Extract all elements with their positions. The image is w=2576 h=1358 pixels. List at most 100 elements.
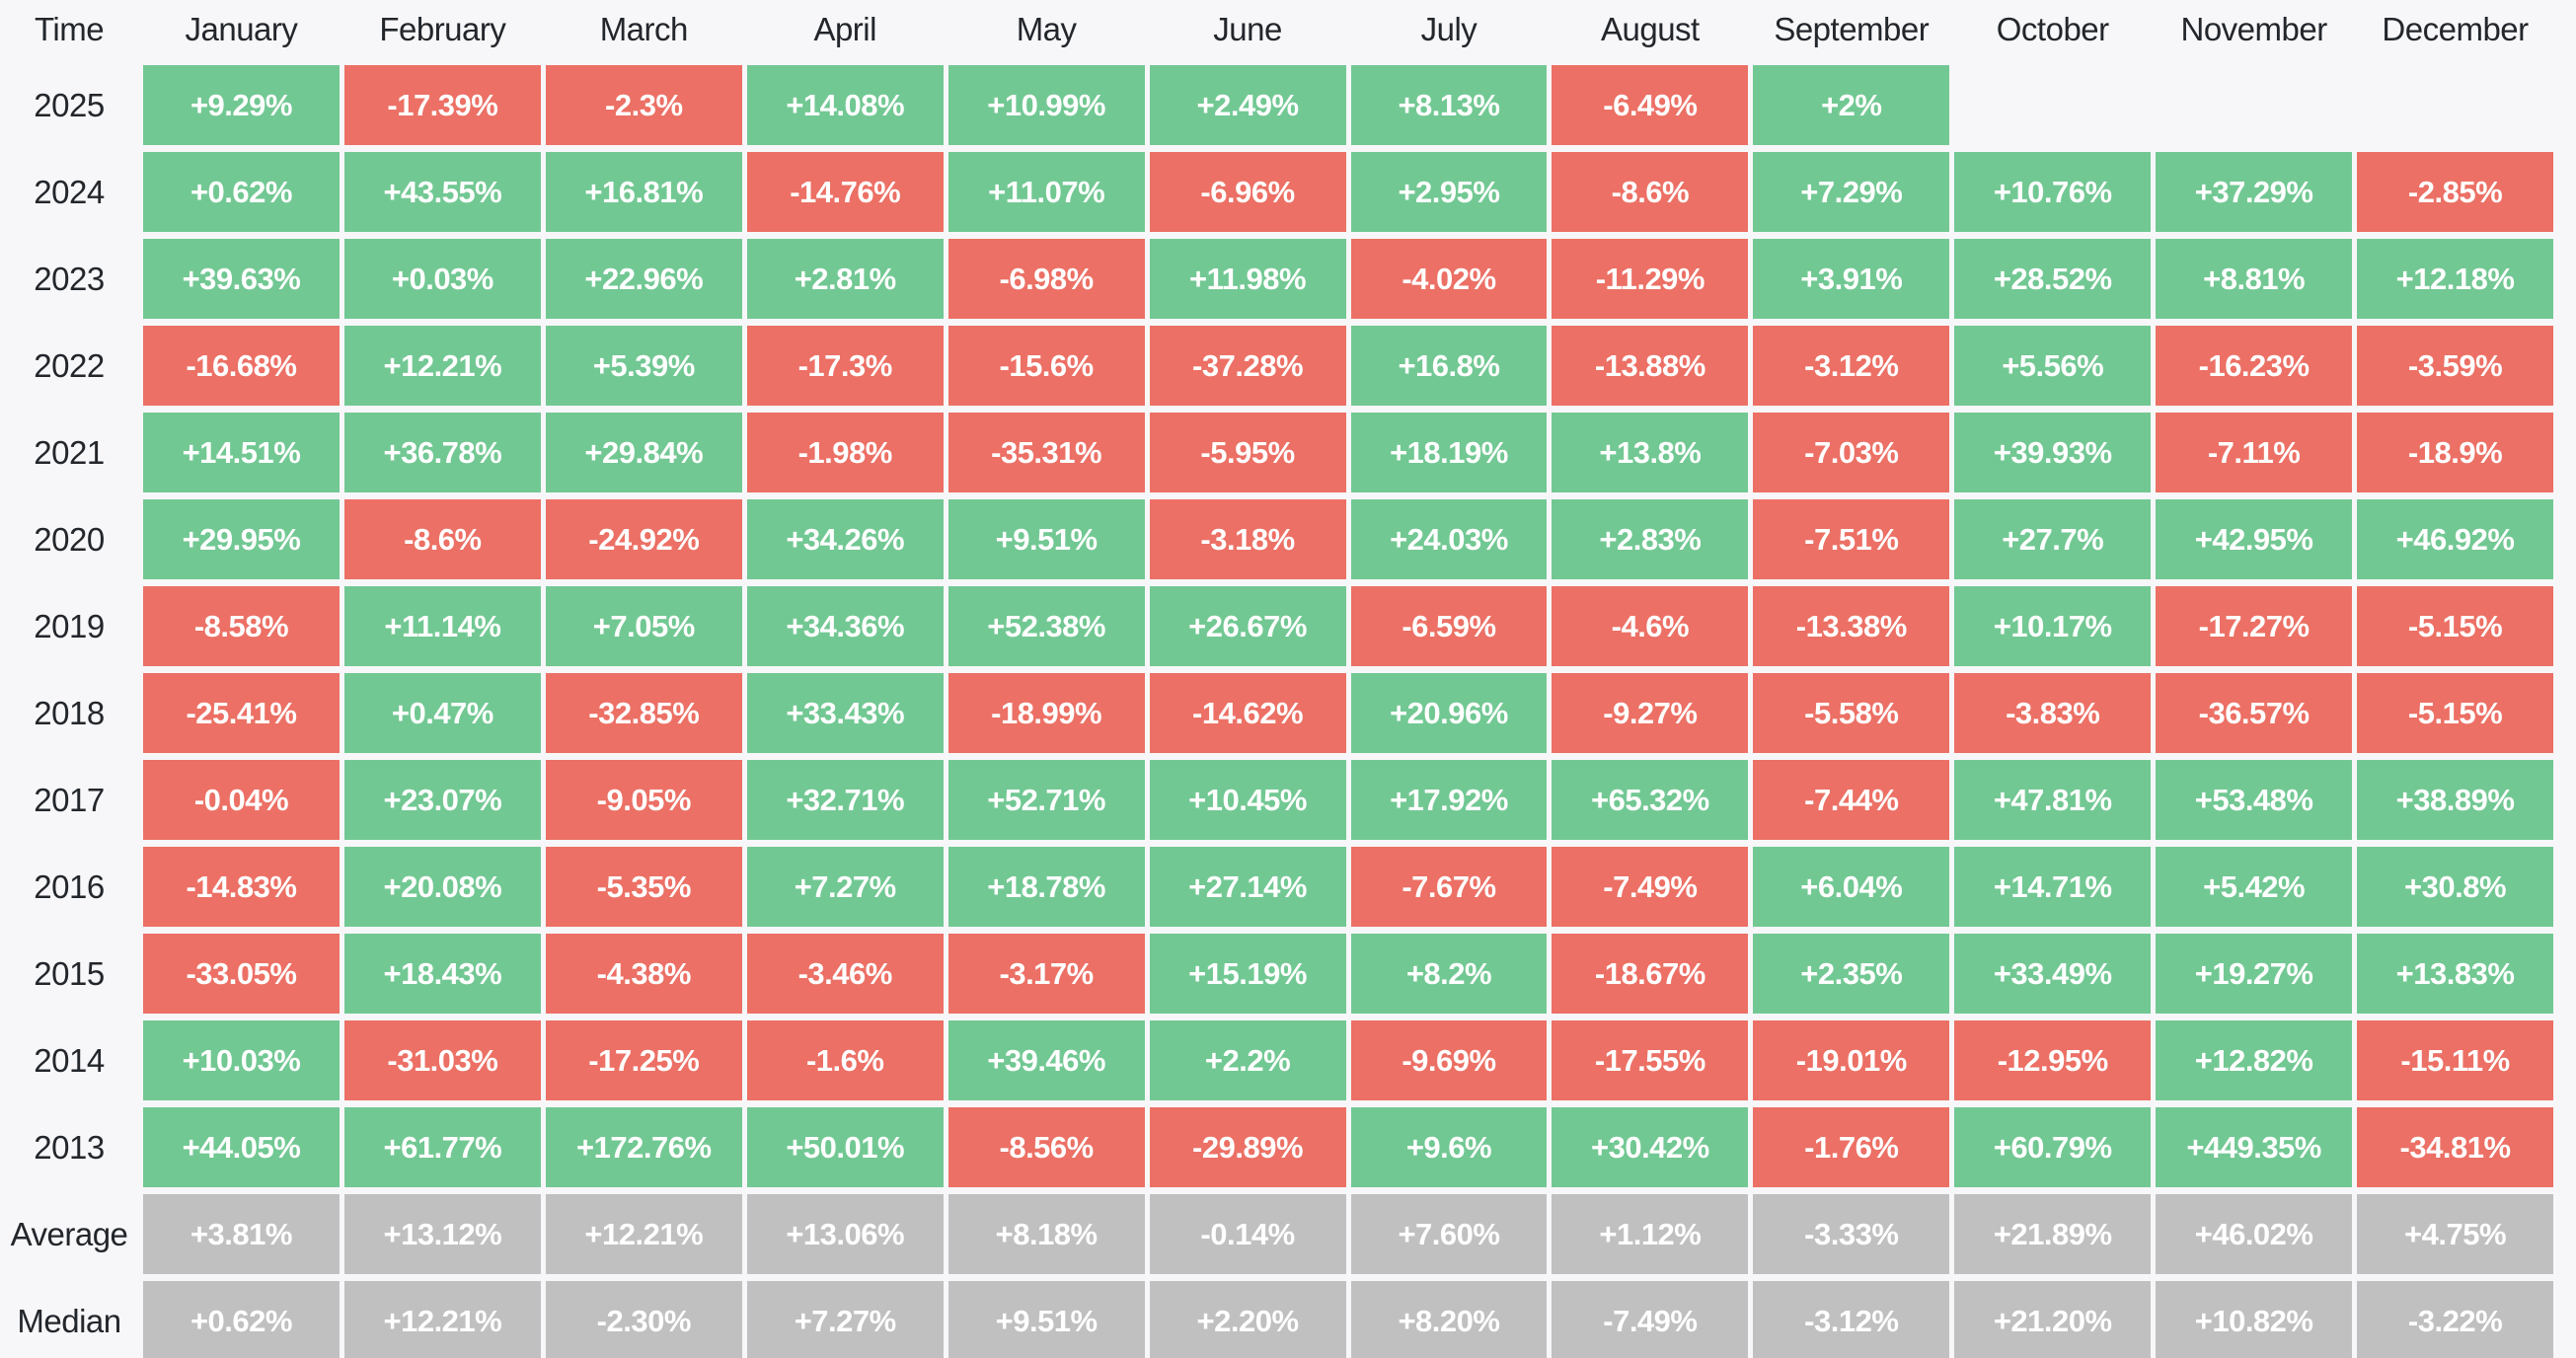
cell-2024-april: -14.76% [746, 152, 944, 232]
col-header-january: January [185, 10, 298, 47]
cell-2013-october: +60.79% [1954, 1107, 2152, 1187]
cell-2022-october: +5.56% [1954, 326, 2152, 406]
cell-2013-may: -8.56% [947, 1107, 1145, 1187]
cell-2023-june: +11.98% [1149, 239, 1346, 319]
cell-2017-june: +10.45% [1149, 760, 1346, 840]
cell-2014-august: -17.55% [1552, 1020, 1749, 1100]
cell-2013-december: -34.81% [2357, 1107, 2553, 1187]
cell-average-november: +46.02% [2156, 1194, 2353, 1274]
cell-average-june: -0.14% [1149, 1194, 1346, 1274]
col-header-december: December [2382, 10, 2529, 47]
cell-average-january: +3.81% [143, 1194, 340, 1274]
cell-2022-december: -3.59% [2357, 326, 2553, 406]
cell-2013-april: +50.01% [746, 1107, 944, 1187]
cell-2021-september: -7.03% [1753, 413, 1950, 492]
col-header-october: October [1996, 10, 2109, 47]
cell-2020-january: +29.95% [143, 499, 340, 579]
cell-2024-march: +16.81% [545, 152, 742, 232]
cell-2020-december: +46.92% [2357, 499, 2553, 579]
cell-average-august: +1.12% [1552, 1194, 1749, 1274]
cell-2025-january: +9.29% [143, 65, 340, 145]
cell-2018-june: -14.62% [1149, 673, 1346, 753]
cell-2018-october: -3.83% [1954, 673, 2152, 753]
cell-2020-march: -24.92% [545, 499, 742, 579]
cell-2016-october: +14.71% [1954, 847, 2152, 927]
col-header-june: June [1213, 10, 1282, 47]
row-label-average: Average [10, 1215, 128, 1252]
cell-2025-october-empty [1954, 65, 2151, 145]
row-label-2025: 2025 [34, 86, 105, 123]
cell-median-april: +7.27% [746, 1281, 944, 1358]
row-label-2021: 2021 [34, 433, 105, 471]
cell-median-january: +0.62% [143, 1281, 340, 1358]
cell-2017-september: -7.44% [1753, 760, 1950, 840]
cell-2013-july: +9.6% [1350, 1107, 1548, 1187]
cell-2021-march: +29.84% [545, 413, 742, 492]
cell-2017-january: -0.04% [143, 760, 340, 840]
cell-2016-june: +27.14% [1149, 847, 1346, 927]
cell-2019-september: -13.38% [1753, 586, 1950, 666]
cell-2019-april: +34.36% [746, 586, 944, 666]
cell-2017-july: +17.92% [1350, 760, 1548, 840]
row-label-2016: 2016 [34, 868, 105, 905]
cell-2020-february: -8.6% [343, 499, 541, 579]
cell-median-october: +21.20% [1954, 1281, 2152, 1358]
cell-2018-march: -32.85% [545, 673, 742, 753]
cell-2023-january: +39.63% [143, 239, 340, 319]
cell-2020-june: -3.18% [1149, 499, 1346, 579]
cell-2013-march: +172.76% [545, 1107, 742, 1187]
cell-2022-february: +12.21% [343, 326, 541, 406]
cell-2025-february: -17.39% [343, 65, 541, 145]
cell-2022-may: -15.6% [947, 326, 1145, 406]
cell-2024-november: +37.29% [2156, 152, 2353, 232]
cell-2021-july: +18.19% [1350, 413, 1548, 492]
cell-2015-september: +2.35% [1753, 934, 1950, 1014]
cell-2020-august: +2.83% [1552, 499, 1749, 579]
cell-2020-october: +27.7% [1954, 499, 2152, 579]
cell-2016-march: -5.35% [545, 847, 742, 927]
cell-average-september: -3.33% [1753, 1194, 1950, 1274]
cell-2015-may: -3.17% [947, 934, 1145, 1014]
cell-2025-july: +8.13% [1350, 65, 1548, 145]
cell-2022-july: +16.8% [1350, 326, 1548, 406]
cell-2013-june: -29.89% [1149, 1107, 1346, 1187]
row-label-2018: 2018 [34, 694, 105, 731]
cell-2023-september: +3.91% [1753, 239, 1950, 319]
cell-2024-september: +7.29% [1753, 152, 1950, 232]
cell-2013-january: +44.05% [143, 1107, 340, 1187]
cell-2016-february: +20.08% [343, 847, 541, 927]
col-header-november: November [2180, 10, 2328, 47]
cell-2024-october: +10.76% [1954, 152, 2152, 232]
cell-2015-october: +33.49% [1954, 934, 2152, 1014]
cell-2021-august: +13.8% [1552, 413, 1749, 492]
cell-2014-january: +10.03% [143, 1020, 340, 1100]
cell-2015-august: -18.67% [1552, 934, 1749, 1014]
cell-2016-december: +30.8% [2357, 847, 2553, 927]
cell-2021-december: -18.9% [2357, 413, 2553, 492]
row-label-2022: 2022 [34, 346, 105, 384]
cell-2013-august: +30.42% [1552, 1107, 1749, 1187]
cell-2022-april: -17.3% [746, 326, 944, 406]
cell-2018-september: -5.58% [1753, 673, 1950, 753]
cell-2017-april: +32.71% [746, 760, 944, 840]
cell-2022-august: -13.88% [1552, 326, 1749, 406]
row-label-2023: 2023 [34, 260, 105, 297]
cell-2018-may: -18.99% [947, 673, 1145, 753]
cell-2017-october: +47.81% [1954, 760, 2152, 840]
cell-median-september: -3.12% [1753, 1281, 1950, 1358]
cell-2024-july: +2.95% [1350, 152, 1548, 232]
cell-2014-june: +2.2% [1149, 1020, 1346, 1100]
row-label-2024: 2024 [34, 173, 105, 210]
row-label-2014: 2014 [34, 1041, 105, 1079]
cell-2023-august: -11.29% [1552, 239, 1749, 319]
cell-2025-december-empty [2357, 65, 2553, 145]
cell-2022-september: -3.12% [1753, 326, 1950, 406]
cell-median-august: -7.49% [1552, 1281, 1749, 1358]
cell-2019-december: -5.15% [2357, 586, 2553, 666]
cell-2013-september: -1.76% [1753, 1107, 1950, 1187]
cell-2016-november: +5.42% [2156, 847, 2353, 927]
cell-2023-december: +12.18% [2357, 239, 2553, 319]
cell-2014-april: -1.6% [746, 1020, 944, 1100]
cell-2025-september: +2% [1753, 65, 1950, 145]
